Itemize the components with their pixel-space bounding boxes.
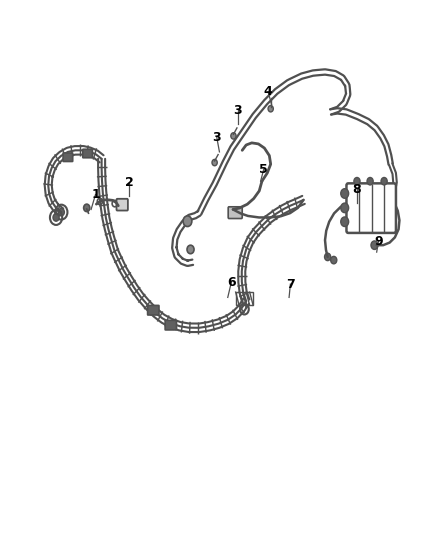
FancyBboxPatch shape <box>63 153 73 161</box>
Text: 5: 5 <box>259 163 268 176</box>
Circle shape <box>84 204 90 212</box>
FancyBboxPatch shape <box>228 207 242 219</box>
Text: 6: 6 <box>227 276 236 289</box>
Circle shape <box>325 253 331 261</box>
Circle shape <box>231 133 236 139</box>
Text: 4: 4 <box>264 85 272 98</box>
Text: 3: 3 <box>212 131 221 144</box>
Circle shape <box>331 256 337 264</box>
Text: 3: 3 <box>233 104 242 117</box>
FancyBboxPatch shape <box>165 320 177 330</box>
Circle shape <box>367 177 373 185</box>
FancyBboxPatch shape <box>346 183 396 233</box>
FancyBboxPatch shape <box>148 305 159 315</box>
Circle shape <box>381 177 387 185</box>
Circle shape <box>183 216 192 227</box>
Circle shape <box>53 214 59 221</box>
FancyBboxPatch shape <box>117 199 128 211</box>
FancyBboxPatch shape <box>83 149 92 158</box>
Text: 8: 8 <box>353 183 361 196</box>
Circle shape <box>212 159 217 166</box>
Circle shape <box>187 245 194 254</box>
Text: 9: 9 <box>374 235 383 248</box>
Text: 7: 7 <box>286 278 295 290</box>
Circle shape <box>371 241 378 249</box>
Circle shape <box>268 106 273 112</box>
Text: 1: 1 <box>91 188 100 201</box>
Circle shape <box>58 208 64 216</box>
Circle shape <box>341 217 349 227</box>
Text: 2: 2 <box>125 176 134 189</box>
Circle shape <box>341 189 349 198</box>
Circle shape <box>341 203 349 213</box>
Circle shape <box>354 177 360 185</box>
